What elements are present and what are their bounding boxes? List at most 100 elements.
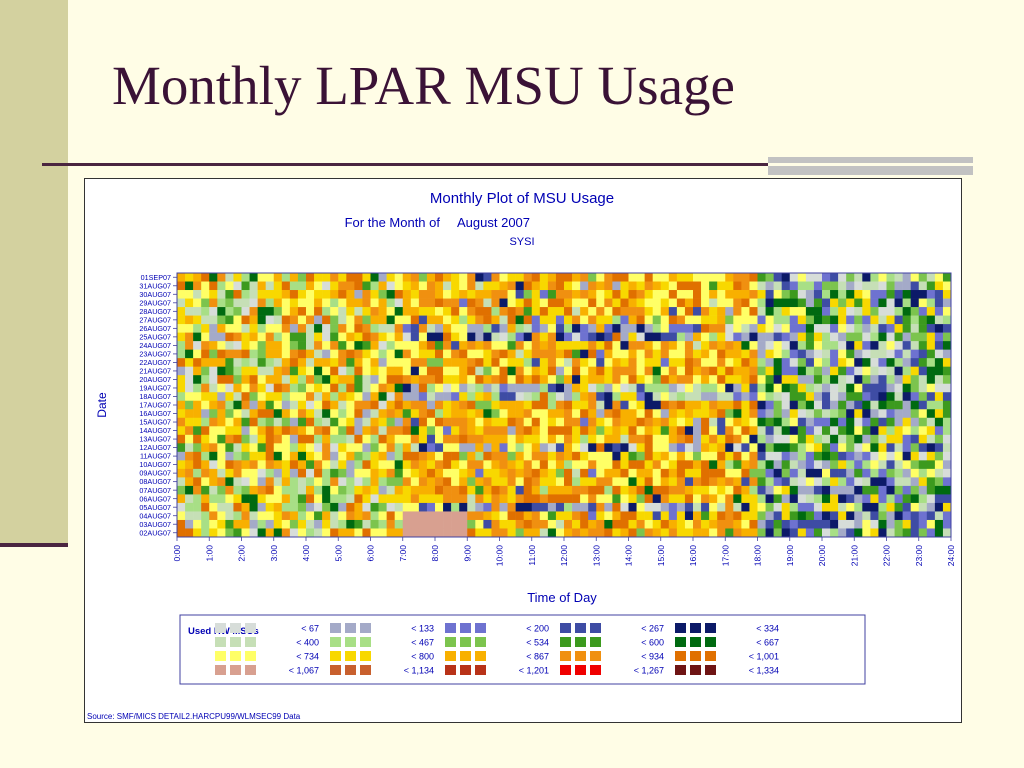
heatmap-cell [185,315,194,325]
heatmap-cell [676,443,686,453]
heatmap-cell [354,468,363,478]
heatmap-cell [902,477,911,487]
heatmap-cell [547,332,557,342]
heatmap-cell [830,324,839,333]
heatmap-cell [870,511,879,521]
heatmap-cell [612,494,621,504]
heatmap-cell [612,392,621,402]
heatmap-cell [257,273,266,282]
heatmap-cell [370,426,379,436]
heatmap-cell [781,290,791,299]
legend-swatch [590,651,601,661]
heatmap-cell [418,468,428,478]
heatmap-cell [757,366,766,376]
heatmap-cell [193,494,202,504]
heatmap-cell [781,409,791,419]
heatmap-cell [765,477,774,487]
heatmap-cell [934,511,944,521]
heatmap-cell [878,417,887,427]
heatmap-cell [781,460,791,470]
heatmap-cell [201,451,210,461]
heatmap-cell [539,332,549,342]
heatmap-cell [934,281,944,291]
heatmap-cell [765,392,774,402]
chart-system: SYSI [509,236,534,248]
heatmap-cell [725,315,734,325]
heatmap-cell [402,426,412,436]
heatmap-cell [934,443,944,453]
heatmap-cell [185,468,194,478]
heatmap-cell [354,502,363,512]
heatmap-cell [620,392,629,402]
heatmap-cell [813,519,823,529]
heatmap-cell [346,400,355,410]
heatmap-cell [289,443,299,453]
heatmap-cell [580,468,589,478]
heatmap-cell [281,324,291,333]
heatmap-cell [926,409,936,419]
heatmap-cell [370,528,379,538]
heatmap-cell [459,502,468,512]
heatmap-cell [668,341,678,350]
heatmap-cell [822,349,831,359]
heatmap-cell [523,468,533,478]
heatmap-cell [878,298,887,308]
heatmap-cell [547,409,557,419]
heatmap-cell [209,366,218,376]
heatmap-cell [467,511,476,521]
heatmap-cell [878,383,887,393]
heatmap-cell [749,349,758,359]
heatmap-cell [185,451,194,461]
heatmap-cell [322,349,331,359]
heatmap-cell [507,519,516,529]
heatmap-cell [910,290,920,299]
heatmap-cell [918,443,928,453]
heatmap-cell [507,434,516,444]
heatmap-cell [628,417,637,427]
heatmap-cell [910,477,920,487]
heatmap-cell [362,477,371,487]
x-tick-label: 8:00 [430,545,440,562]
heatmap-cell [918,468,928,478]
heatmap-cell [580,281,589,291]
heatmap-cell [822,409,831,419]
heatmap-cell [467,392,476,402]
heatmap-cell [354,485,363,495]
heatmap-cell [354,375,363,385]
heatmap-cell [878,392,887,402]
heatmap-cell [499,392,508,402]
heatmap-cell [346,460,355,470]
heatmap-cell [725,409,734,419]
heatmap-cell [209,502,218,512]
heatmap-cell [580,477,589,487]
heatmap-cell [636,315,645,325]
heatmap-cell [378,375,387,385]
heatmap-cell [604,417,613,427]
heatmap-cell [483,383,492,393]
heatmap-cell [459,341,468,350]
heatmap-cell [878,273,887,282]
heatmap-cell [564,451,573,461]
heatmap-cell [241,383,250,393]
heatmap-cell [572,366,581,376]
heatmap-cell [346,383,355,393]
heatmap-cell [701,366,710,376]
heatmap-cell [426,426,436,436]
heatmap-cell [241,366,250,376]
heatmap-cell [693,273,702,282]
heatmap-cell [330,400,339,410]
heatmap-cell [201,273,210,282]
heatmap-cell [878,400,887,410]
heatmap-cell [709,426,718,436]
heatmap-cell [725,426,734,436]
heatmap-cell [725,349,734,359]
heatmap-cell [467,417,476,427]
heatmap-cell [523,502,533,512]
heatmap-cell [902,460,911,470]
heatmap-cell [491,511,500,521]
heatmap-cell [185,460,194,470]
heatmap-cell [741,324,750,333]
heatmap-cell [910,511,920,521]
heatmap-cell [378,519,387,529]
heatmap-cell [612,298,621,308]
